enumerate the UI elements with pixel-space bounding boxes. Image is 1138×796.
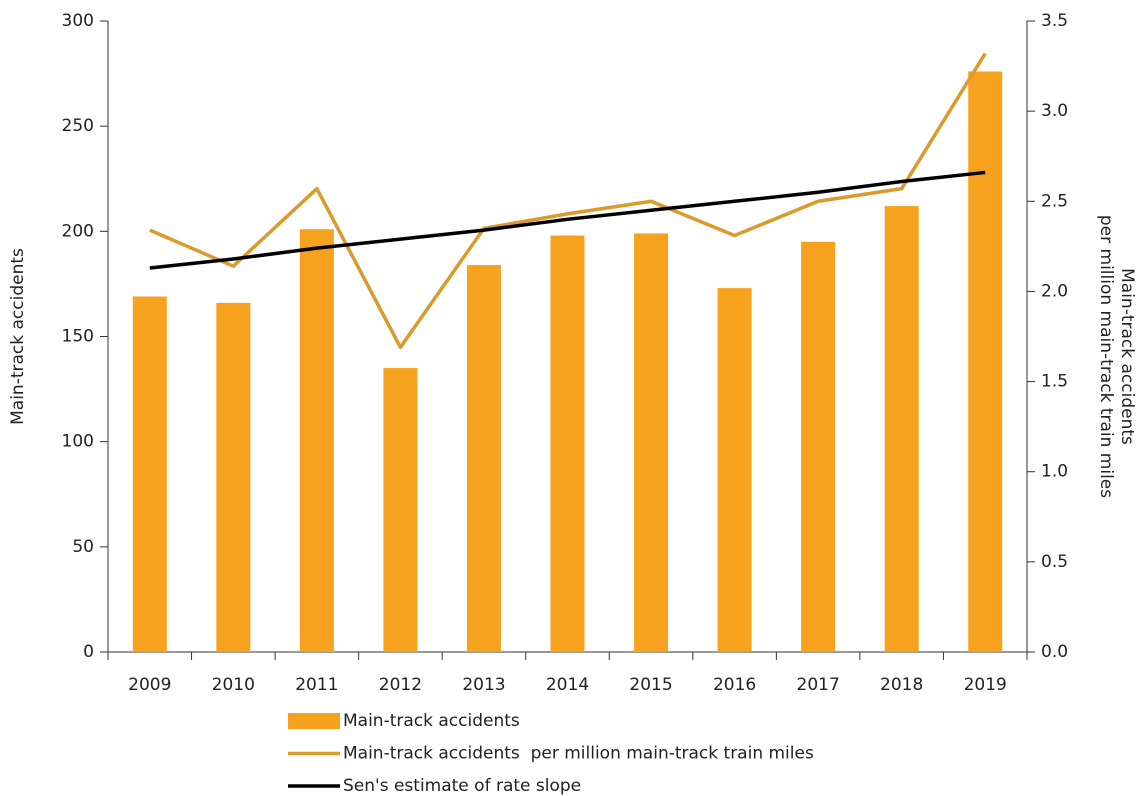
y2-tick-label: 2.0 bbox=[1041, 281, 1068, 301]
y-tick-label: 50 bbox=[72, 537, 94, 557]
y-axis-label: Main-track accidents bbox=[8, 248, 28, 425]
x-tick-label: 2011 bbox=[295, 675, 338, 695]
bar bbox=[884, 206, 919, 653]
x-tick-label: 2018 bbox=[880, 675, 923, 695]
bar bbox=[634, 233, 669, 653]
bar bbox=[801, 241, 836, 652]
y2-tick-label: 1.0 bbox=[1041, 462, 1068, 482]
x-tick-label: 2015 bbox=[629, 675, 672, 695]
x-tick-label: 2014 bbox=[546, 675, 589, 695]
x-tick-label: 2019 bbox=[964, 675, 1007, 695]
x-tick-label: 2013 bbox=[462, 675, 505, 695]
y2-tick-label: 0.5 bbox=[1041, 552, 1068, 572]
line bbox=[149, 170, 986, 270]
x-tick-label: 2010 bbox=[212, 675, 255, 695]
legend-label: Sen's estimate of rate slope bbox=[343, 776, 581, 796]
y-tick-label: 0 bbox=[83, 642, 94, 662]
y2-tick-label: 0.0 bbox=[1041, 642, 1068, 662]
bar bbox=[717, 288, 752, 652]
y-tick-label: 300 bbox=[62, 11, 94, 31]
y-tick-label: 100 bbox=[62, 432, 94, 452]
legend-swatch bbox=[288, 713, 340, 729]
line bbox=[149, 52, 987, 350]
bar bbox=[466, 264, 501, 652]
x-tick-label: 2016 bbox=[713, 675, 756, 695]
legend-label: Main-track accidents per million main-tr… bbox=[343, 744, 814, 764]
y-tick-label: 200 bbox=[62, 221, 94, 241]
y2-tick-label: 1.5 bbox=[1041, 372, 1068, 392]
y2-axis-label: per million main-track train miles bbox=[1096, 215, 1116, 498]
y2-tick-label: 3.0 bbox=[1041, 101, 1068, 121]
y2-tick-label: 3.5 bbox=[1041, 11, 1068, 31]
x-tick-label: 2009 bbox=[128, 675, 171, 695]
bar bbox=[383, 368, 418, 652]
legend-label: Main-track accidents bbox=[343, 711, 520, 731]
y2-axis-label: Main-track accidents bbox=[1117, 268, 1137, 445]
y-tick-label: 250 bbox=[62, 116, 94, 136]
x-tick-label: 2017 bbox=[797, 675, 840, 695]
bar bbox=[216, 302, 251, 652]
bar bbox=[299, 229, 334, 653]
bar bbox=[550, 235, 585, 653]
bar bbox=[968, 71, 1003, 653]
x-tick-label: 2012 bbox=[379, 675, 422, 695]
y2-tick-label: 2.5 bbox=[1041, 191, 1068, 211]
y-tick-label: 150 bbox=[62, 327, 94, 347]
bar bbox=[132, 296, 167, 652]
